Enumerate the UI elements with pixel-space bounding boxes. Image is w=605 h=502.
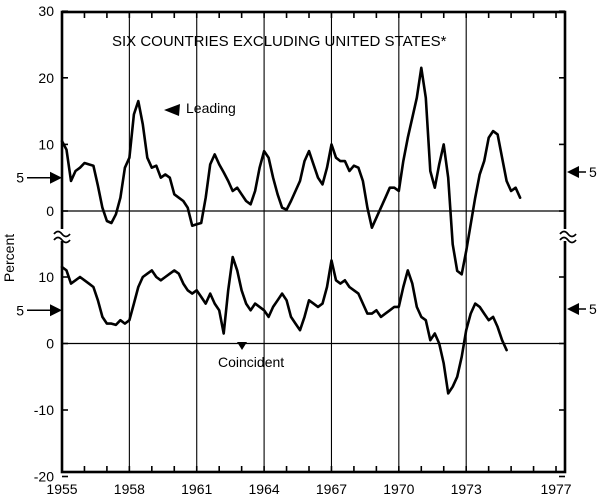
y-tick-label: -20 [34,469,54,485]
left-arrow-icon [50,171,62,184]
y-tick-label: 20 [38,70,54,86]
x-tick-label: 1961 [181,481,212,497]
axis-break-left [50,229,72,244]
y-tick-label: -10 [34,402,54,418]
plot-frame [60,10,567,474]
coincident-label: Coincident [218,354,284,370]
y-tick-label: 10 [38,136,54,152]
leading-label: Leading [186,100,236,116]
y-tick-label: 10 [38,269,54,285]
axis-ticks: 1955 1958 1961 1964 1967 1970 1973 1977 30 20 10 5 0… [16,3,572,497]
leading-arrow-icon [164,104,180,116]
right-arrow-icon-upper [567,166,579,178]
x-tick-label: 1958 [114,481,145,497]
annotation-coincident: Coincident [218,342,284,370]
right-marker-label-lower: 5 [589,301,597,317]
x-tick-label: 1967 [316,481,347,497]
right-marker-label-upper: 5 [589,164,597,180]
y-tick-label: 5 [16,302,24,318]
x-tick-label: 1955 [46,481,77,497]
x-tick-label: 1964 [249,481,280,497]
x-tick-label: 1970 [383,481,414,497]
left-arrow-icon [50,304,62,317]
annotation-leading: Leading [164,100,236,116]
series-line-leading [60,66,522,276]
right-arrow-icon-lower [567,303,579,315]
x-tick-label: 1973 [451,481,482,497]
grid [128,12,467,472]
series-layer [60,66,522,395]
y-tick-label: 5 [16,170,24,186]
right-marker-lower: 5 [567,301,597,317]
y-tick-label: 0 [46,203,54,219]
chart-title: SIX COUNTRIES EXCLUDING UNITED STATES* [112,33,447,50]
y-tick-label: 0 [46,336,54,352]
zero-lines [62,210,565,345]
right-marker-upper: 5 [567,164,597,180]
y-axis-label: Percent [1,234,17,282]
y-tick-label: 30 [38,3,54,19]
axis-break-right [556,229,578,244]
series-line-coincident [60,255,508,395]
coincident-arrow-icon [237,342,247,350]
x-tick-label: 1977 [540,481,571,497]
